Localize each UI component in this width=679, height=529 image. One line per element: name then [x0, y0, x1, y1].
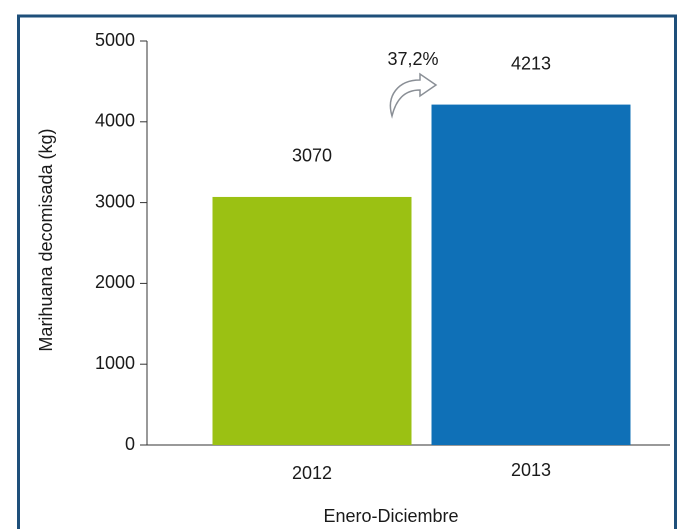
- y-tick-label: 5000: [95, 30, 135, 50]
- bar: [431, 104, 631, 445]
- x-tick-label: 2012: [292, 463, 332, 483]
- y-tick-label: 4000: [95, 111, 135, 131]
- y-axis-label: Marihuana decomisada (kg): [36, 128, 56, 351]
- value-label: 4213: [511, 53, 551, 73]
- value-label: 3070: [292, 146, 332, 166]
- y-tick-label: 2000: [95, 272, 135, 292]
- increase-arrow: [389, 72, 438, 119]
- y-tick-label: 0: [125, 434, 135, 454]
- annotation: 37,2%: [387, 49, 438, 69]
- bar: [212, 196, 412, 445]
- y-tick-label: 3000: [95, 191, 135, 211]
- x-tick-label: 2013: [511, 460, 551, 480]
- y-tick-label: 1000: [95, 353, 135, 373]
- x-axis-label: Enero-Diciembre: [323, 506, 458, 526]
